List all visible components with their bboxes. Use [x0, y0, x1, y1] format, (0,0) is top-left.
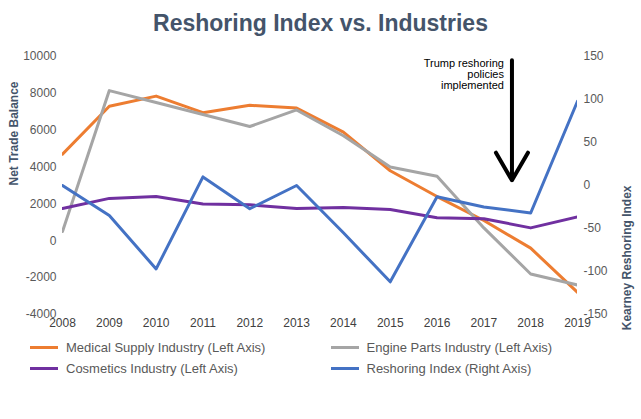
svg-text:2016: 2016 [424, 316, 451, 330]
svg-text:10000: 10000 [23, 49, 57, 63]
svg-text:2009: 2009 [96, 316, 123, 330]
svg-text:2008: 2008 [49, 316, 76, 330]
svg-text:Trump reshoringpoliciesimpleme: Trump reshoringpoliciesimplemented [424, 57, 505, 91]
svg-text:2012: 2012 [236, 316, 263, 330]
svg-text:2010: 2010 [143, 316, 170, 330]
svg-text:0: 0 [50, 234, 57, 248]
svg-text:100: 100 [584, 92, 604, 106]
svg-text:150: 150 [584, 49, 604, 63]
svg-text:50: 50 [584, 135, 598, 149]
svg-text:2011: 2011 [190, 316, 216, 330]
svg-text:2018: 2018 [517, 316, 544, 330]
svg-text:2017: 2017 [471, 316, 498, 330]
svg-text:Net Trade Balance: Net Trade Balance [7, 81, 21, 185]
svg-text:6000: 6000 [30, 123, 57, 137]
svg-text:8000: 8000 [30, 86, 57, 100]
svg-text:2014: 2014 [330, 316, 357, 330]
html-text:Reshoring Index vs. Industries: Reshoring Index vs. Industries [153, 10, 488, 36]
svg-text:-100: -100 [584, 264, 608, 278]
html-text:Cosmetics Industry (Left Axis): Cosmetics Industry (Left Axis) [66, 361, 238, 376]
html-text:Engine Parts Industry (Left Ax: Engine Parts Industry (Left Axis) [366, 340, 553, 355]
html-text:Medical Supply Industry (Left: Medical Supply Industry (Left Axis) [66, 340, 266, 355]
svg-text:-4000: -4000 [25, 307, 57, 322]
svg-text:-50: -50 [584, 221, 602, 235]
html-text:Reshoring Index (Right Axis): Reshoring Index (Right Axis) [366, 361, 532, 376]
svg-text:2000: 2000 [30, 197, 57, 211]
svg-text:0: 0 [584, 178, 591, 192]
svg-text:2013: 2013 [283, 316, 310, 330]
svg-text:-2000: -2000 [26, 270, 57, 284]
svg-text:2015: 2015 [377, 316, 404, 330]
svg-text:2019: 2019 [564, 316, 591, 330]
svg-text:-150: -150 [583, 307, 608, 322]
svg-text:Kearney Reshoring Index: Kearney Reshoring Index [620, 185, 634, 330]
svg-text:4000: 4000 [30, 160, 57, 174]
